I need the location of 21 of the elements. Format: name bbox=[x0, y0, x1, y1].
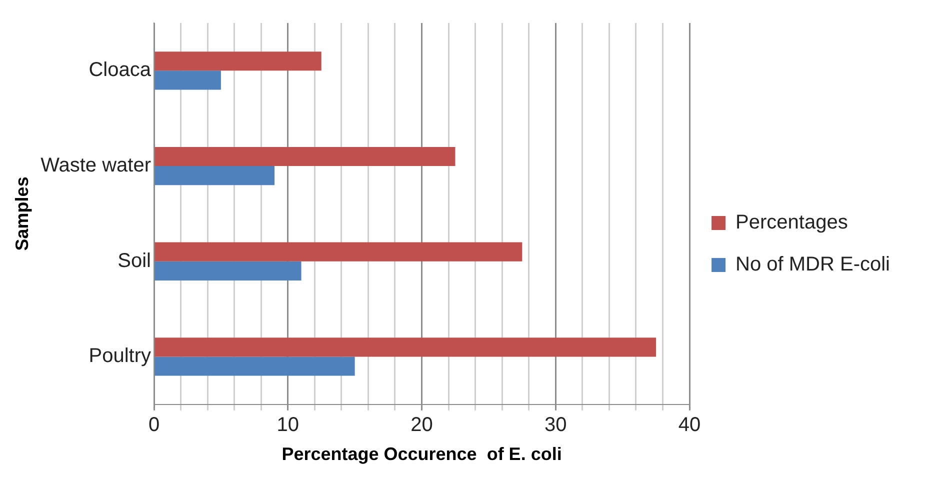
x-axis-title: Percentage Occurence of E. coli bbox=[282, 444, 562, 464]
bar bbox=[154, 52, 322, 71]
x-tick-label: 30 bbox=[544, 414, 567, 436]
bar bbox=[154, 70, 221, 90]
x-tick-label: 20 bbox=[410, 414, 433, 436]
bar bbox=[154, 261, 302, 280]
y-tick-label: Soil bbox=[118, 250, 151, 272]
bar bbox=[154, 242, 522, 262]
y-axis-title: Samples bbox=[12, 176, 32, 251]
y-tick-label: Poultry bbox=[88, 345, 151, 368]
legend-label: Percentages bbox=[736, 212, 848, 234]
x-tick-label: 0 bbox=[148, 414, 160, 436]
x-tick-label: 40 bbox=[678, 414, 701, 436]
bar bbox=[154, 356, 355, 376]
x-tick-label: 10 bbox=[276, 414, 300, 436]
y-tick-label: Cloaca bbox=[88, 59, 152, 82]
legend-label: No of MDR E-coli bbox=[736, 254, 890, 276]
bar bbox=[154, 166, 274, 186]
bar bbox=[154, 338, 656, 357]
y-tick-label: Waste water bbox=[40, 154, 152, 177]
bar bbox=[154, 146, 456, 166]
